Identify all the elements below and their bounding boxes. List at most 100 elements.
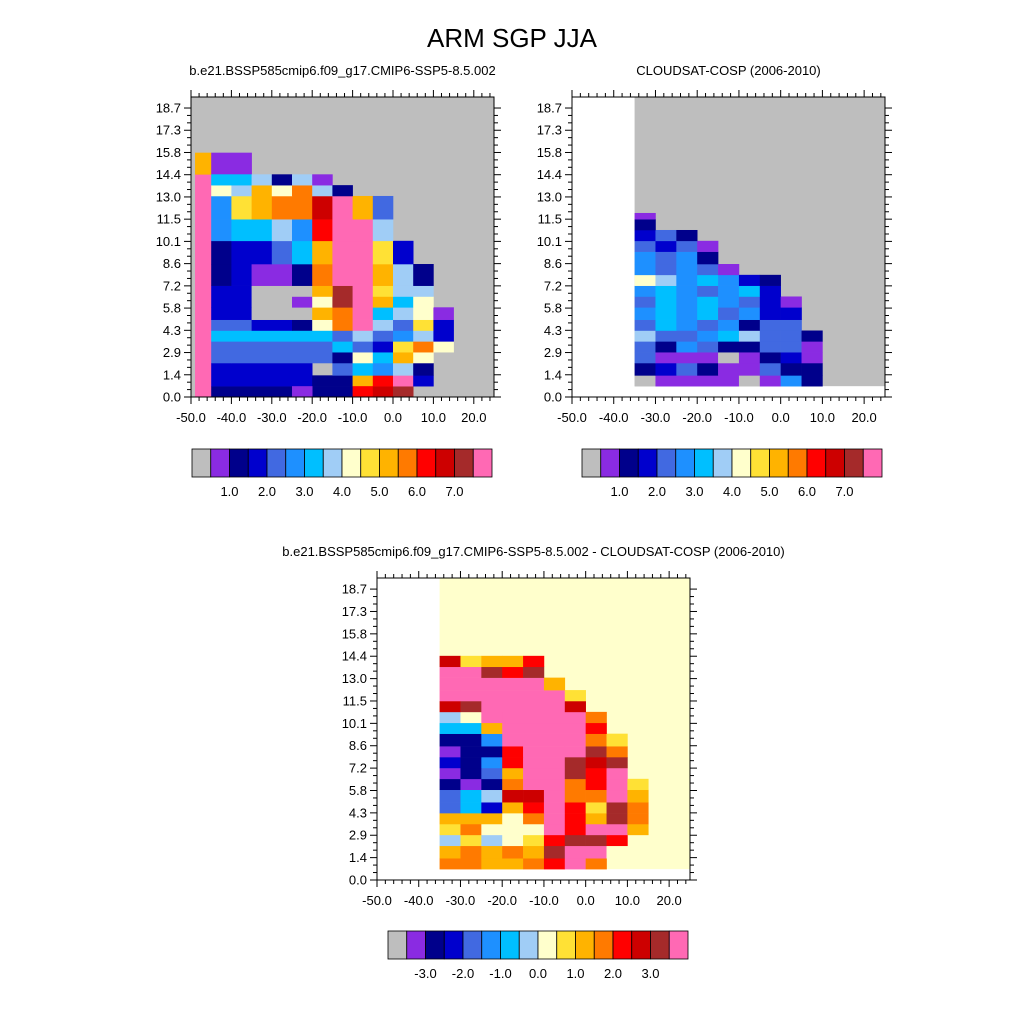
colorbar-box <box>500 930 520 960</box>
heatmap-cell <box>564 778 586 791</box>
y-tick-label: 1.4 <box>163 367 181 382</box>
heatmap-cell <box>460 767 482 780</box>
colorbar-box <box>600 448 620 478</box>
heatmap-cell <box>627 813 649 825</box>
heatmap-cell <box>292 296 313 308</box>
heatmap-cell <box>460 700 482 713</box>
heatmap-cell <box>759 352 781 364</box>
heatmap-cell <box>271 240 293 265</box>
heatmap-cell <box>543 845 566 859</box>
colorbar-box <box>750 448 770 478</box>
heatmap-cell <box>523 666 545 678</box>
colorbar-box <box>769 448 789 478</box>
x-tick-label: -30.0 <box>257 410 287 425</box>
heatmap-cell <box>413 264 434 286</box>
heatmap-cell <box>211 195 232 220</box>
heatmap-cell <box>352 386 374 398</box>
heatmap-cell <box>634 251 656 265</box>
colorbar-box <box>581 448 602 478</box>
heatmap-cell <box>312 174 333 186</box>
heatmap-cell <box>372 307 394 320</box>
heatmap-cell <box>481 700 566 713</box>
heatmap-cell <box>697 274 719 286</box>
heatmap-cell <box>372 219 394 242</box>
heatmap-cell <box>211 174 232 186</box>
panel-cloudsat: CLOUDSAT-COSP (2006-2010) 0.0 1.4 2.9 4.3 5.8… <box>537 63 892 499</box>
heatmap-cell <box>564 767 586 780</box>
heatmap-cell <box>502 845 524 859</box>
heatmap-cell <box>585 711 607 724</box>
heatmap-cell <box>543 813 566 825</box>
y-tick-label: 10.1 <box>342 716 367 731</box>
heatmap-cell <box>439 746 461 758</box>
colorbar-box <box>379 448 399 478</box>
heatmap-cell <box>460 733 482 747</box>
heatmap-cell <box>676 274 698 286</box>
colorbar-box <box>575 930 595 960</box>
heatmap-cell <box>634 319 656 331</box>
heatmap-cell <box>759 274 781 286</box>
heatmap-cell <box>676 296 698 308</box>
heatmap-cell <box>312 285 333 297</box>
heatmap-cell <box>211 307 252 320</box>
heatmap-cell <box>634 219 656 231</box>
heatmap-cell <box>676 285 698 297</box>
heatmap-cell <box>627 789 649 803</box>
heatmap-cell <box>372 352 394 364</box>
colorbar-label: 2.0 <box>648 484 666 499</box>
heatmap-cell <box>352 341 374 353</box>
heatmap-cell <box>634 341 656 353</box>
heatmap-cell <box>352 195 374 220</box>
heatmap-cell <box>481 757 503 769</box>
heatmap-cell <box>564 823 586 836</box>
heatmap-cell <box>211 285 252 308</box>
colorbar-label: 1.0 <box>566 966 584 981</box>
heatmap-cell <box>564 700 586 713</box>
y-tick-label: 1.4 <box>349 850 367 865</box>
colorbar-label: -3.0 <box>414 966 436 981</box>
colorbar-box <box>285 448 305 478</box>
y-tick-label: 17.3 <box>156 123 181 138</box>
heatmap-cell <box>439 677 461 691</box>
heatmap-cell <box>231 264 252 286</box>
colorbar-box <box>406 930 426 960</box>
heatmap-cell <box>655 240 677 252</box>
heatmap-cell <box>585 834 607 847</box>
heatmap-cell <box>759 362 781 376</box>
heatmap-cell <box>718 285 740 297</box>
panel-difference: b.e21.BSSP585cmip6.f09_g17.CMIP6-SSP5-8.… <box>282 544 784 981</box>
heatmap-cell <box>697 240 719 252</box>
heatmap-cell <box>585 733 607 747</box>
heatmap-cell <box>502 834 524 847</box>
heatmap-cell <box>718 307 740 320</box>
x-tick-label: -30.0 <box>641 410 671 425</box>
heatmap-cell <box>231 240 273 265</box>
colorbar-label: 2.0 <box>604 966 622 981</box>
y-tick-label: 4.3 <box>163 323 181 338</box>
heatmap-cell <box>585 746 607 758</box>
heatmap-cell <box>606 834 628 847</box>
heatmap-cell <box>481 802 503 814</box>
heatmap-cell <box>211 264 232 286</box>
heatmap-cell <box>627 802 649 814</box>
colorbar-label: 0.0 <box>529 966 547 981</box>
heatmap-cell <box>413 341 434 353</box>
y-tick-label: 11.5 <box>343 693 367 708</box>
panel-title: b.e21.BSSP585cmip6.f09_g17.CMIP6-SSP5-8.… <box>189 63 495 78</box>
y-tick-label: 13.0 <box>342 671 367 686</box>
heatmap-cell <box>543 858 566 870</box>
y-tick-label: 18.7 <box>156 101 181 116</box>
heatmap-cell <box>481 722 503 734</box>
x-tick-label: -40.0 <box>404 893 434 908</box>
heatmap-cell <box>676 240 698 252</box>
heatmap-cell <box>352 352 374 364</box>
heatmap-cell <box>606 789 628 803</box>
heatmap-cell <box>718 362 761 376</box>
heatmap-cell <box>564 746 586 758</box>
heatmap-cell <box>352 319 374 331</box>
heatmap-cell <box>543 834 566 847</box>
heatmap-cell <box>251 264 293 286</box>
y-tick-label: 1.4 <box>544 367 562 382</box>
heatmap-cell <box>231 319 252 331</box>
